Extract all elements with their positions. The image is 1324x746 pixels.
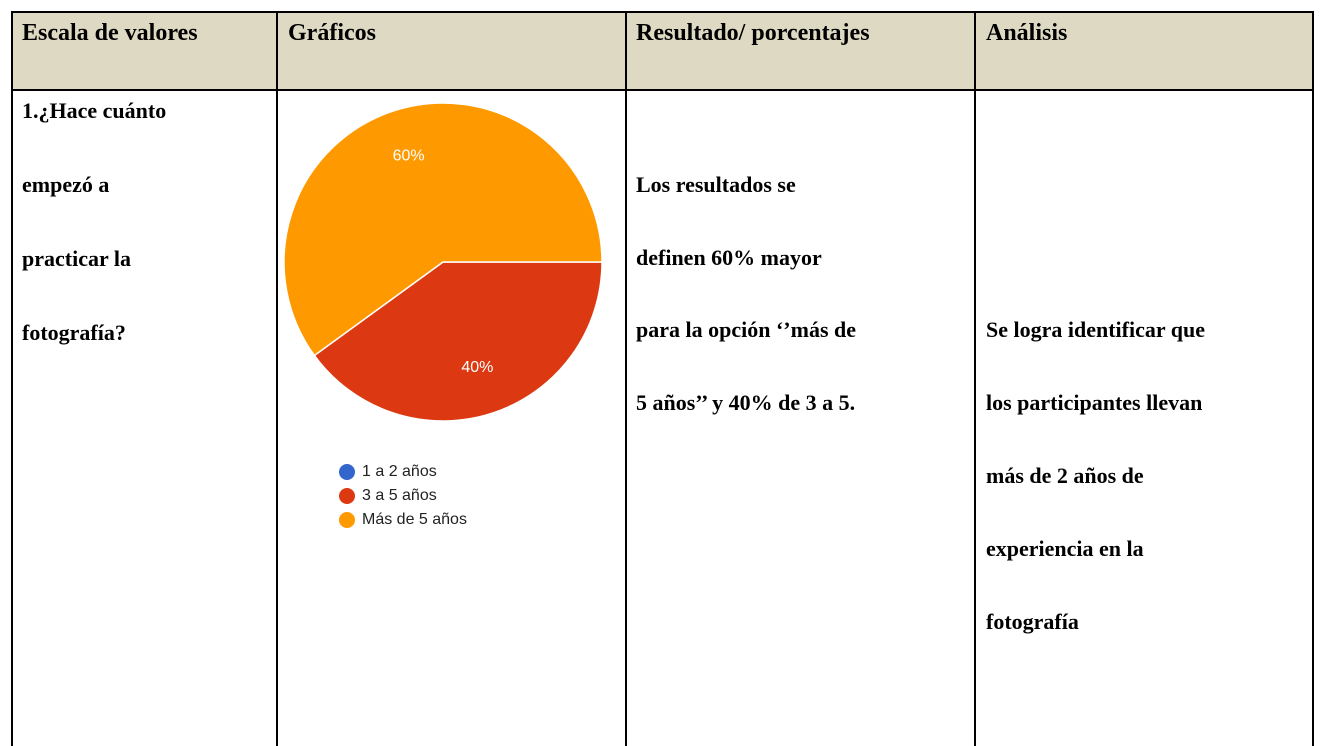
legend-swatch <box>339 488 355 504</box>
pie-slice <box>313 261 603 422</box>
analysis-line: los participantes llevan <box>986 390 1203 415</box>
question-line: practicar la <box>22 246 131 271</box>
border <box>11 89 1314 91</box>
analysis-line: experiencia en la <box>986 536 1144 561</box>
border <box>276 11 278 746</box>
legend-label: Más de 5 años <box>362 511 467 528</box>
result-line: para la opción ‘’más de <box>636 317 856 342</box>
legend-swatch <box>339 464 355 480</box>
header-cell: Análisis <box>986 20 1068 46</box>
analysis-line: fotografía <box>986 609 1079 634</box>
border <box>11 11 1314 13</box>
legend-label: 1 a 2 años <box>362 463 437 480</box>
pie-slice <box>283 102 603 357</box>
header-cell: Escala de valores <box>22 20 198 46</box>
analysis-line: Se logra identificar que <box>986 317 1205 342</box>
border <box>11 11 13 746</box>
result-line: Los resultados se <box>636 172 796 197</box>
analysis-line: más de 2 años de <box>986 463 1144 488</box>
question-line: empezó a <box>22 172 110 197</box>
result-line: definen 60% mayor <box>636 244 822 270</box>
slice-label: 60% <box>393 147 425 164</box>
header-background <box>11 11 1313 90</box>
legend-label: 3 a 5 años <box>362 487 437 504</box>
legend-swatch <box>339 512 355 528</box>
border <box>1312 11 1314 746</box>
border <box>625 11 627 746</box>
header-cell: Gráficos <box>288 20 376 46</box>
header-cell: Resultado/ porcentajes <box>636 20 870 46</box>
question-line: fotografía? <box>22 320 126 345</box>
question-line: 1.¿Hace cuánto <box>22 98 167 123</box>
result-line: 5 años’’ y 40% de 3 a 5. <box>636 389 856 415</box>
slice-label: 40% <box>461 359 493 376</box>
border <box>974 11 976 746</box>
